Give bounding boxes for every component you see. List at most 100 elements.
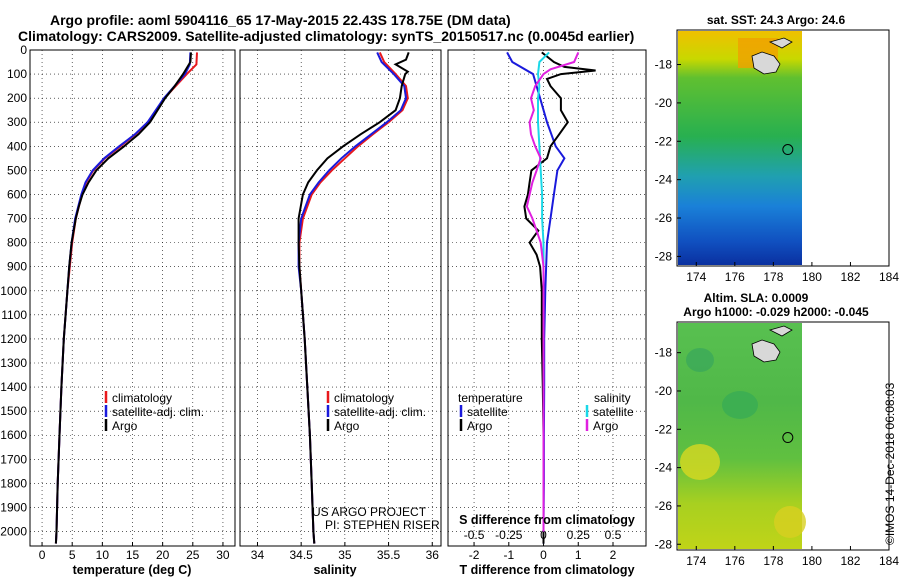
legend-label-salinity-satellite: satellite (593, 405, 634, 419)
depth-tick-label: 600 (7, 187, 27, 201)
sla-blob-2 (774, 506, 806, 538)
map-y-tick-label: -22 (655, 134, 673, 148)
legend-title-salinity: salinity (594, 391, 631, 405)
sst-map-title: sat. SST: 24.3 Argo: 24.6 (707, 13, 846, 27)
depth-tick-label: 0 (20, 43, 27, 57)
map-x-tick-label: 174 (686, 270, 706, 284)
sst-land-vanua-levu (768, 37, 793, 49)
depth-tick-label: 1500 (0, 404, 27, 418)
map-x-tick-label: 180 (802, 554, 822, 568)
x-tick-label: 5 (69, 548, 76, 562)
sla-land-vanua-levu (768, 325, 793, 337)
depth-tick-label: 1400 (0, 380, 27, 394)
map-x-tick-label: 180 (802, 270, 822, 284)
legend-label-argo: Argo (334, 419, 360, 433)
difference-legend: temperature satellite Argo salinity sate… (458, 391, 634, 433)
sst-field (678, 31, 802, 265)
salinity-legend: climatology satellite-adj. clim. Argo US… (312, 391, 440, 532)
figure-title-line-1: Argo profile: aoml 5904116_65 17-May-201… (50, 12, 511, 28)
x-tick-label: -1 (503, 548, 514, 562)
depth-tick-label: 1000 (0, 284, 27, 298)
map-x-tick-label: 176 (725, 554, 745, 568)
sla-map: 174 176 178 180 182 184 -18 -20 -22 -24 -26 -28 (655, 321, 899, 568)
map-x-tick-label: 178 (763, 554, 783, 568)
legend-label-temperature-satellite: satellite (467, 405, 508, 419)
map-y-tick-label: -26 (655, 211, 673, 225)
depth-tick-label: 1600 (0, 428, 27, 442)
legend-label-temperature-argo: Argo (467, 419, 493, 433)
sla-blob-3 (722, 391, 758, 419)
x-tick-label: 35.5 (377, 548, 401, 562)
sla-blob-1 (680, 444, 720, 480)
s-difference-tick-label: 0.25 (567, 528, 591, 542)
map-x-tick-label: 176 (725, 270, 745, 284)
map-x-tick-label: 174 (686, 554, 706, 568)
imos-credit: ©IMOS 14-Dec-2018 06:08:03 (883, 382, 897, 545)
figure-title-line-2: Climatology: CARS2009. Satellite-adjuste… (18, 28, 635, 44)
legend-label-climatology: climatology (112, 391, 172, 405)
series-line-argo (525, 51, 580, 532)
salinity-panel-frame (239, 49, 442, 547)
legend-label-satellite: satellite-adj. clim. (112, 405, 204, 419)
map-y-tick-label: -18 (655, 58, 673, 72)
depth-tick-label: 2000 (0, 525, 27, 539)
salinity-x-axis-label: salinity (313, 563, 356, 577)
depth-tick-label: 1700 (0, 452, 27, 466)
map-x-tick-label: 184 (879, 554, 899, 568)
x-tick-label: -2 (469, 548, 480, 562)
depth-tick-label: 500 (7, 163, 27, 177)
series-line-argo (297, 52, 410, 544)
legend-label-climatology: climatology (334, 391, 394, 405)
depth-tick-label: 800 (7, 236, 27, 250)
depth-tick-label: 300 (7, 115, 27, 129)
x-tick-label: 34.5 (289, 548, 313, 562)
map-y-tick-label: -26 (655, 499, 673, 513)
depth-tick-label: 400 (7, 139, 27, 153)
x-tick-label: 20 (156, 548, 170, 562)
x-tick-label: 30 (216, 548, 230, 562)
credit-project: US ARGO PROJECT (312, 505, 427, 519)
credit-pi: PI: STEPHEN RISER (325, 518, 440, 532)
x-tick-label: 0 (39, 548, 46, 562)
map-x-tick-label: 182 (840, 270, 860, 284)
t-difference-x-axis-label: T difference from climatology (459, 563, 634, 577)
depth-tick-label: 1200 (0, 332, 27, 346)
map-x-tick-label: 178 (763, 270, 783, 284)
sla-map-subtitle: Argo h1000: -0.029 h2000: -0.045 (683, 305, 869, 319)
map-y-tick-label: -28 (655, 537, 673, 551)
depth-tick-label: 700 (7, 212, 27, 226)
series-line-argo (54, 52, 192, 544)
legend-title-temperature: temperature (458, 391, 523, 405)
depth-tick-label: 200 (7, 91, 27, 105)
sla-blob-4 (686, 348, 714, 372)
map-y-tick-label: -20 (655, 96, 673, 110)
temperature-legend: climatology satellite-adj. clim. Argo (104, 391, 204, 433)
sla-land-fiji (751, 339, 781, 363)
x-tick-label: 25 (186, 548, 200, 562)
depth-tick-label: 1800 (0, 476, 27, 490)
sst-map: 174 176 178 180 182 184 -18 -20 -22 -24 -26 -28 (655, 29, 899, 284)
map-y-tick-label: -28 (655, 249, 673, 263)
x-tick-label: 1 (575, 548, 582, 562)
legend-label-salinity-argo: Argo (593, 419, 619, 433)
sla-map-title: Altim. SLA: 0.0009 (704, 291, 809, 305)
s-difference-tick-label: 0.5 (605, 528, 622, 542)
legend-label-argo: Argo (112, 419, 138, 433)
x-tick-label: 35 (338, 548, 352, 562)
sst-land-fiji (751, 51, 781, 75)
x-tick-label: 10 (96, 548, 110, 562)
map-y-tick-label: -24 (655, 461, 673, 475)
x-tick-label: 36 (426, 548, 440, 562)
temperature-x-axis-label: temperature (deg C) (73, 563, 192, 577)
depth-tick-label: 900 (7, 260, 27, 274)
sla-profile-location-marker (782, 432, 794, 444)
x-tick-label: 34 (251, 548, 265, 562)
depth-tick-label: 1100 (1, 308, 27, 322)
series-line-argo (523, 51, 596, 544)
map-y-tick-label: -18 (655, 346, 673, 360)
x-tick-label: 2 (610, 548, 617, 562)
map-x-tick-label: 182 (840, 554, 860, 568)
x-tick-label: 0 (540, 548, 547, 562)
map-x-tick-label: 184 (879, 270, 899, 284)
